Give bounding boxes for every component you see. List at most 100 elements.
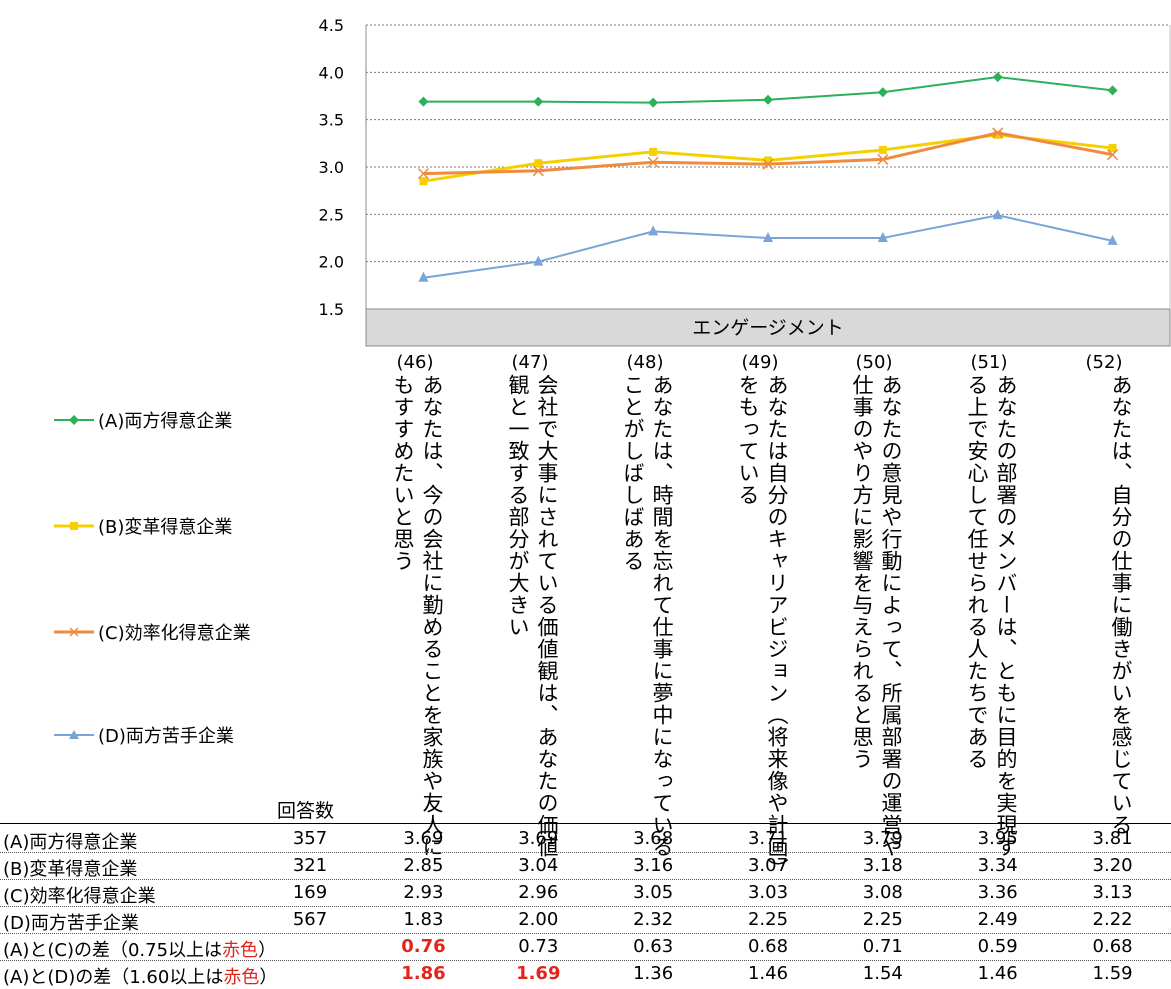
category-text: あなたは自分のキャリアビジョン（将来像や計画）をもっている xyxy=(736,374,789,870)
table-cell: 1.54 xyxy=(862,963,903,984)
category-text: あなたは、自分の仕事に働きがいを感じている xyxy=(1109,374,1133,836)
legend-label-d: (D)両方苦手企業 xyxy=(98,726,234,747)
legend-item-d: (D)両方苦手企業 xyxy=(52,720,234,750)
data-point xyxy=(1107,234,1118,245)
table-cell: 1.46 xyxy=(747,963,789,984)
data-point xyxy=(418,271,429,282)
category-number: (47) xyxy=(511,352,549,373)
series-4 xyxy=(418,209,1118,282)
data-point xyxy=(877,232,888,242)
legend-marker-d xyxy=(54,730,94,739)
row-label: (A)両方得意企業 xyxy=(3,832,138,853)
row-label: (B)変革得意企業 xyxy=(3,859,138,880)
table-cell: 3.20 xyxy=(1092,855,1133,876)
data-point xyxy=(992,127,1004,139)
table-cell: 3.34 xyxy=(977,855,1018,876)
data-point xyxy=(992,72,1003,83)
data-point xyxy=(419,177,428,186)
row-separator xyxy=(0,960,1171,961)
y-tick-label: 1.5 xyxy=(319,300,344,319)
diff-row: (A)と(D)の差（1.60以上は赤色） 1.86 1.69 1.36 1.46 1.54… xyxy=(0,961,1171,988)
table-top-rule xyxy=(0,823,1171,824)
legend-item-a: (A)両方得意企業 xyxy=(52,405,232,435)
diff-row: (A)と(C)の差（0.75以上は赤色） 0.76 0.73 0.63 0.68 0.71… xyxy=(0,934,1171,961)
data-point xyxy=(1108,144,1117,153)
table-cell: 2.85 xyxy=(403,855,444,876)
table-cell: 2.93 xyxy=(403,882,444,903)
table-cell: 1.86 xyxy=(401,963,446,984)
table-cell: 3.05 xyxy=(633,882,674,903)
category-text: 会社で大事にされている価値観は、あなたの価値観と一致する部分が大きい xyxy=(506,374,559,858)
table-cell: 3.69 xyxy=(403,828,444,849)
data-point xyxy=(534,159,543,168)
table-cell: 2.22 xyxy=(1092,909,1133,930)
series-line xyxy=(423,131,1113,176)
row-count: 321 xyxy=(292,855,328,876)
data-point xyxy=(877,87,888,98)
row-separator xyxy=(0,906,1171,907)
legend-marker-a xyxy=(54,415,94,425)
y-tick-label: 3.5 xyxy=(319,111,344,130)
table-cell: 3.81 xyxy=(1092,828,1133,849)
category-number: (52) xyxy=(1085,352,1123,373)
legend-label-b: (B)変革得意企業 xyxy=(98,517,233,538)
row-separator xyxy=(0,933,1171,934)
data-point xyxy=(647,156,659,168)
y-tick-label: 3.0 xyxy=(319,158,344,177)
series-2 xyxy=(419,130,1117,186)
y-tick-label: 4.0 xyxy=(319,63,344,82)
data-point xyxy=(763,94,773,105)
data-point xyxy=(418,96,429,107)
data-point xyxy=(533,96,544,107)
table-cell: 2.25 xyxy=(862,909,903,930)
table-cell: 2.49 xyxy=(977,909,1018,930)
category-text: あなたは、今の会社に勤めることを家族や友人にもすすめたいと思う xyxy=(391,374,444,858)
table-cell: 0.73 xyxy=(518,936,559,957)
table-cell: 0.68 xyxy=(747,936,789,957)
table-cell: 0.71 xyxy=(862,936,903,957)
y-tick-label: 2.5 xyxy=(319,205,344,224)
table-cell: 3.79 xyxy=(862,828,903,849)
y-axis-ticks: 4.5 4.0 3.5 3.0 2.5 2.0 1.5 xyxy=(319,16,344,319)
table-cell: 3.71 xyxy=(747,828,789,849)
category-number: (46) xyxy=(396,352,434,373)
legend-label-a: (A)両方得意企業 xyxy=(98,411,233,432)
category-number: (51) xyxy=(970,352,1008,373)
category-text: あなたの部署のメンバーは、ともに目的を実現する上で安心して任せられる人たちである xyxy=(965,374,1018,858)
table-cell: 0.59 xyxy=(977,936,1018,957)
table-cell: 2.96 xyxy=(518,882,559,903)
category-text: あなたの意見や行動によって、所属部署の運営や仕事のやり方に影響を与えられると思う xyxy=(850,374,903,858)
data-point xyxy=(417,168,429,180)
table-cell: 3.03 xyxy=(747,882,789,903)
table-cell: 3.04 xyxy=(518,855,559,876)
row-count: 567 xyxy=(292,909,328,930)
data-point xyxy=(533,255,544,266)
data-point xyxy=(878,145,887,154)
series-layer xyxy=(417,72,1119,282)
data-point xyxy=(1107,149,1119,161)
category-text: あなたは、時間を忘れて仕事に夢中になっていることがしばしばある xyxy=(621,374,674,858)
category-number: (49) xyxy=(741,352,779,373)
data-point xyxy=(648,225,659,236)
diff-row-label: (A)と(C)の差（0.75以上は赤色） xyxy=(3,940,277,961)
category-number: (48) xyxy=(626,352,664,373)
table-cell: 0.63 xyxy=(633,936,674,957)
table-cell: 3.08 xyxy=(862,882,903,903)
diff-row-label: (A)と(D)の差（1.60以上は赤色） xyxy=(3,967,278,988)
y-tick-label: 4.5 xyxy=(319,16,344,35)
row-separator xyxy=(0,852,1171,853)
table-cell: 1.36 xyxy=(633,963,674,984)
table-cell: 2.00 xyxy=(518,909,559,930)
row-count: 169 xyxy=(292,882,328,903)
table-cell: 1.46 xyxy=(977,963,1018,984)
legend-item-c: (C)効率化得意企業 xyxy=(52,617,251,647)
table-cell: 3.13 xyxy=(1092,882,1133,903)
row-count: 357 xyxy=(292,828,328,849)
x-band-label: エンゲージメント xyxy=(692,317,844,339)
table-cell: 3.16 xyxy=(633,855,674,876)
series-1 xyxy=(418,72,1118,108)
table-cell: 0.76 xyxy=(401,936,446,957)
data-point xyxy=(1107,85,1118,96)
data-point xyxy=(532,165,544,177)
